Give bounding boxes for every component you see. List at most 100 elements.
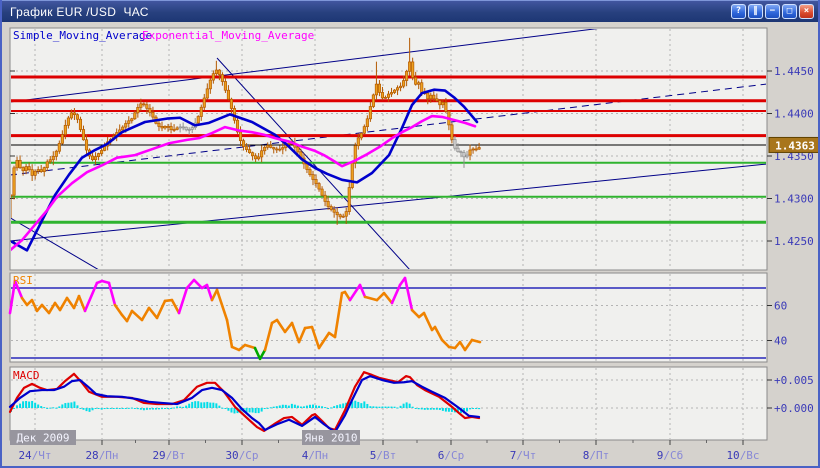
candle	[260, 145, 264, 163]
rsi-line	[155, 299, 167, 320]
macd-axis-label: +0.000	[774, 402, 814, 415]
main-plot[interactable]	[9, 27, 768, 271]
rsi-line	[458, 340, 467, 352]
candle	[432, 91, 436, 102]
macd-plot[interactable]	[9, 366, 768, 441]
trendline[interactable]	[10, 163, 767, 242]
rsi-line	[147, 306, 159, 320]
candle	[139, 98, 143, 111]
candle	[468, 144, 472, 161]
macd-histogram-bar	[230, 408, 233, 413]
candle	[51, 151, 55, 166]
candle	[329, 204, 333, 212]
macd-histogram-bar	[136, 408, 139, 410]
macd-histogram-bar	[384, 406, 387, 408]
macd-histogram-bar	[293, 404, 296, 408]
macd-histogram-bar	[390, 406, 393, 408]
candle	[317, 182, 321, 192]
macd-histogram-bar	[287, 405, 290, 408]
rsi-line	[375, 291, 386, 302]
rsi-line	[263, 321, 274, 352]
rsi-line	[275, 318, 287, 334]
pause-button[interactable]: ∥	[748, 4, 763, 19]
macd-histogram-bar	[327, 408, 330, 409]
candle	[145, 101, 149, 114]
macd-histogram-bar	[278, 405, 281, 408]
macd-histogram-bar	[478, 408, 481, 410]
macd-histogram-bar	[444, 408, 447, 412]
minimize-button[interactable]: −	[765, 4, 780, 19]
macd-histogram-bar	[151, 408, 154, 410]
macd-histogram-bar	[121, 408, 124, 409]
candle	[314, 174, 318, 188]
maximize-button[interactable]: □	[782, 4, 797, 19]
macd-histogram-bar	[64, 403, 67, 408]
rsi-line	[440, 338, 451, 349]
candle	[275, 146, 279, 154]
candle	[226, 85, 230, 101]
macd-histogram-bar	[472, 408, 475, 409]
time-axis-label: 6/Ср	[438, 449, 465, 462]
help-button[interactable]: ?	[731, 4, 746, 19]
rsi-line	[205, 283, 214, 302]
rsi-line	[333, 291, 344, 339]
rsi-line	[290, 321, 301, 344]
rsi-line	[192, 278, 204, 290]
candle	[151, 106, 155, 120]
candle	[178, 123, 182, 133]
candle	[136, 103, 140, 118]
macd-histogram-bar	[417, 408, 420, 410]
price-label: 1.4400	[774, 108, 814, 121]
macd-histogram-bar	[360, 403, 363, 408]
time-axis-label: 5/Вт	[370, 449, 397, 462]
candle	[160, 121, 164, 132]
macd-histogram-bar	[378, 406, 381, 408]
rsi-line	[310, 325, 321, 350]
macd-histogram-bar	[426, 408, 429, 410]
candle	[133, 110, 137, 121]
macd-histogram-bar	[227, 408, 230, 411]
candle	[175, 126, 179, 131]
macd-histogram-bar	[139, 408, 142, 410]
macd-histogram-bar	[218, 405, 221, 408]
macd-histogram-bar	[284, 404, 287, 408]
macd-histogram-bar	[212, 402, 215, 408]
macd-histogram-bar	[13, 408, 16, 409]
macd-histogram-bar	[209, 402, 212, 408]
macd-signal-line	[8, 374, 481, 434]
macd-histogram-bar	[308, 404, 311, 408]
rsi-line	[58, 296, 69, 312]
ema-line[interactable]	[10, 114, 477, 252]
macd-histogram-bar	[305, 405, 308, 408]
title-bar[interactable]: График EUR /USD ЧАС ? ∥ − □ ×	[2, 0, 818, 22]
candle	[94, 152, 98, 165]
candle	[408, 37, 412, 76]
macd-histogram-bar	[299, 406, 302, 408]
candle	[326, 195, 330, 210]
macd-histogram-bar	[142, 408, 145, 411]
candle	[39, 164, 43, 173]
macd-histogram-bar	[363, 401, 366, 408]
macd-histogram-bar	[375, 406, 378, 408]
trendline[interactable]	[216, 57, 410, 270]
rsi-line	[170, 298, 181, 315]
macd-histogram-bar	[432, 408, 435, 410]
close-button[interactable]: ×	[799, 4, 814, 19]
macd-axis-label: +0.005	[774, 374, 814, 387]
candle	[166, 123, 170, 132]
rsi-line	[77, 294, 87, 313]
current-price-value: 1.4363	[775, 139, 815, 152]
candle	[54, 149, 58, 161]
macd-histogram-bar	[28, 401, 31, 408]
candle	[450, 122, 454, 144]
macd-histogram-bar	[266, 407, 269, 409]
month-marker-label: Янв 2010	[305, 432, 358, 445]
macd-histogram-bar	[103, 408, 106, 410]
candle	[60, 130, 64, 145]
candle	[75, 113, 79, 124]
rsi-line	[30, 298, 39, 313]
trendline[interactable]	[10, 28, 602, 103]
candle	[157, 119, 161, 132]
